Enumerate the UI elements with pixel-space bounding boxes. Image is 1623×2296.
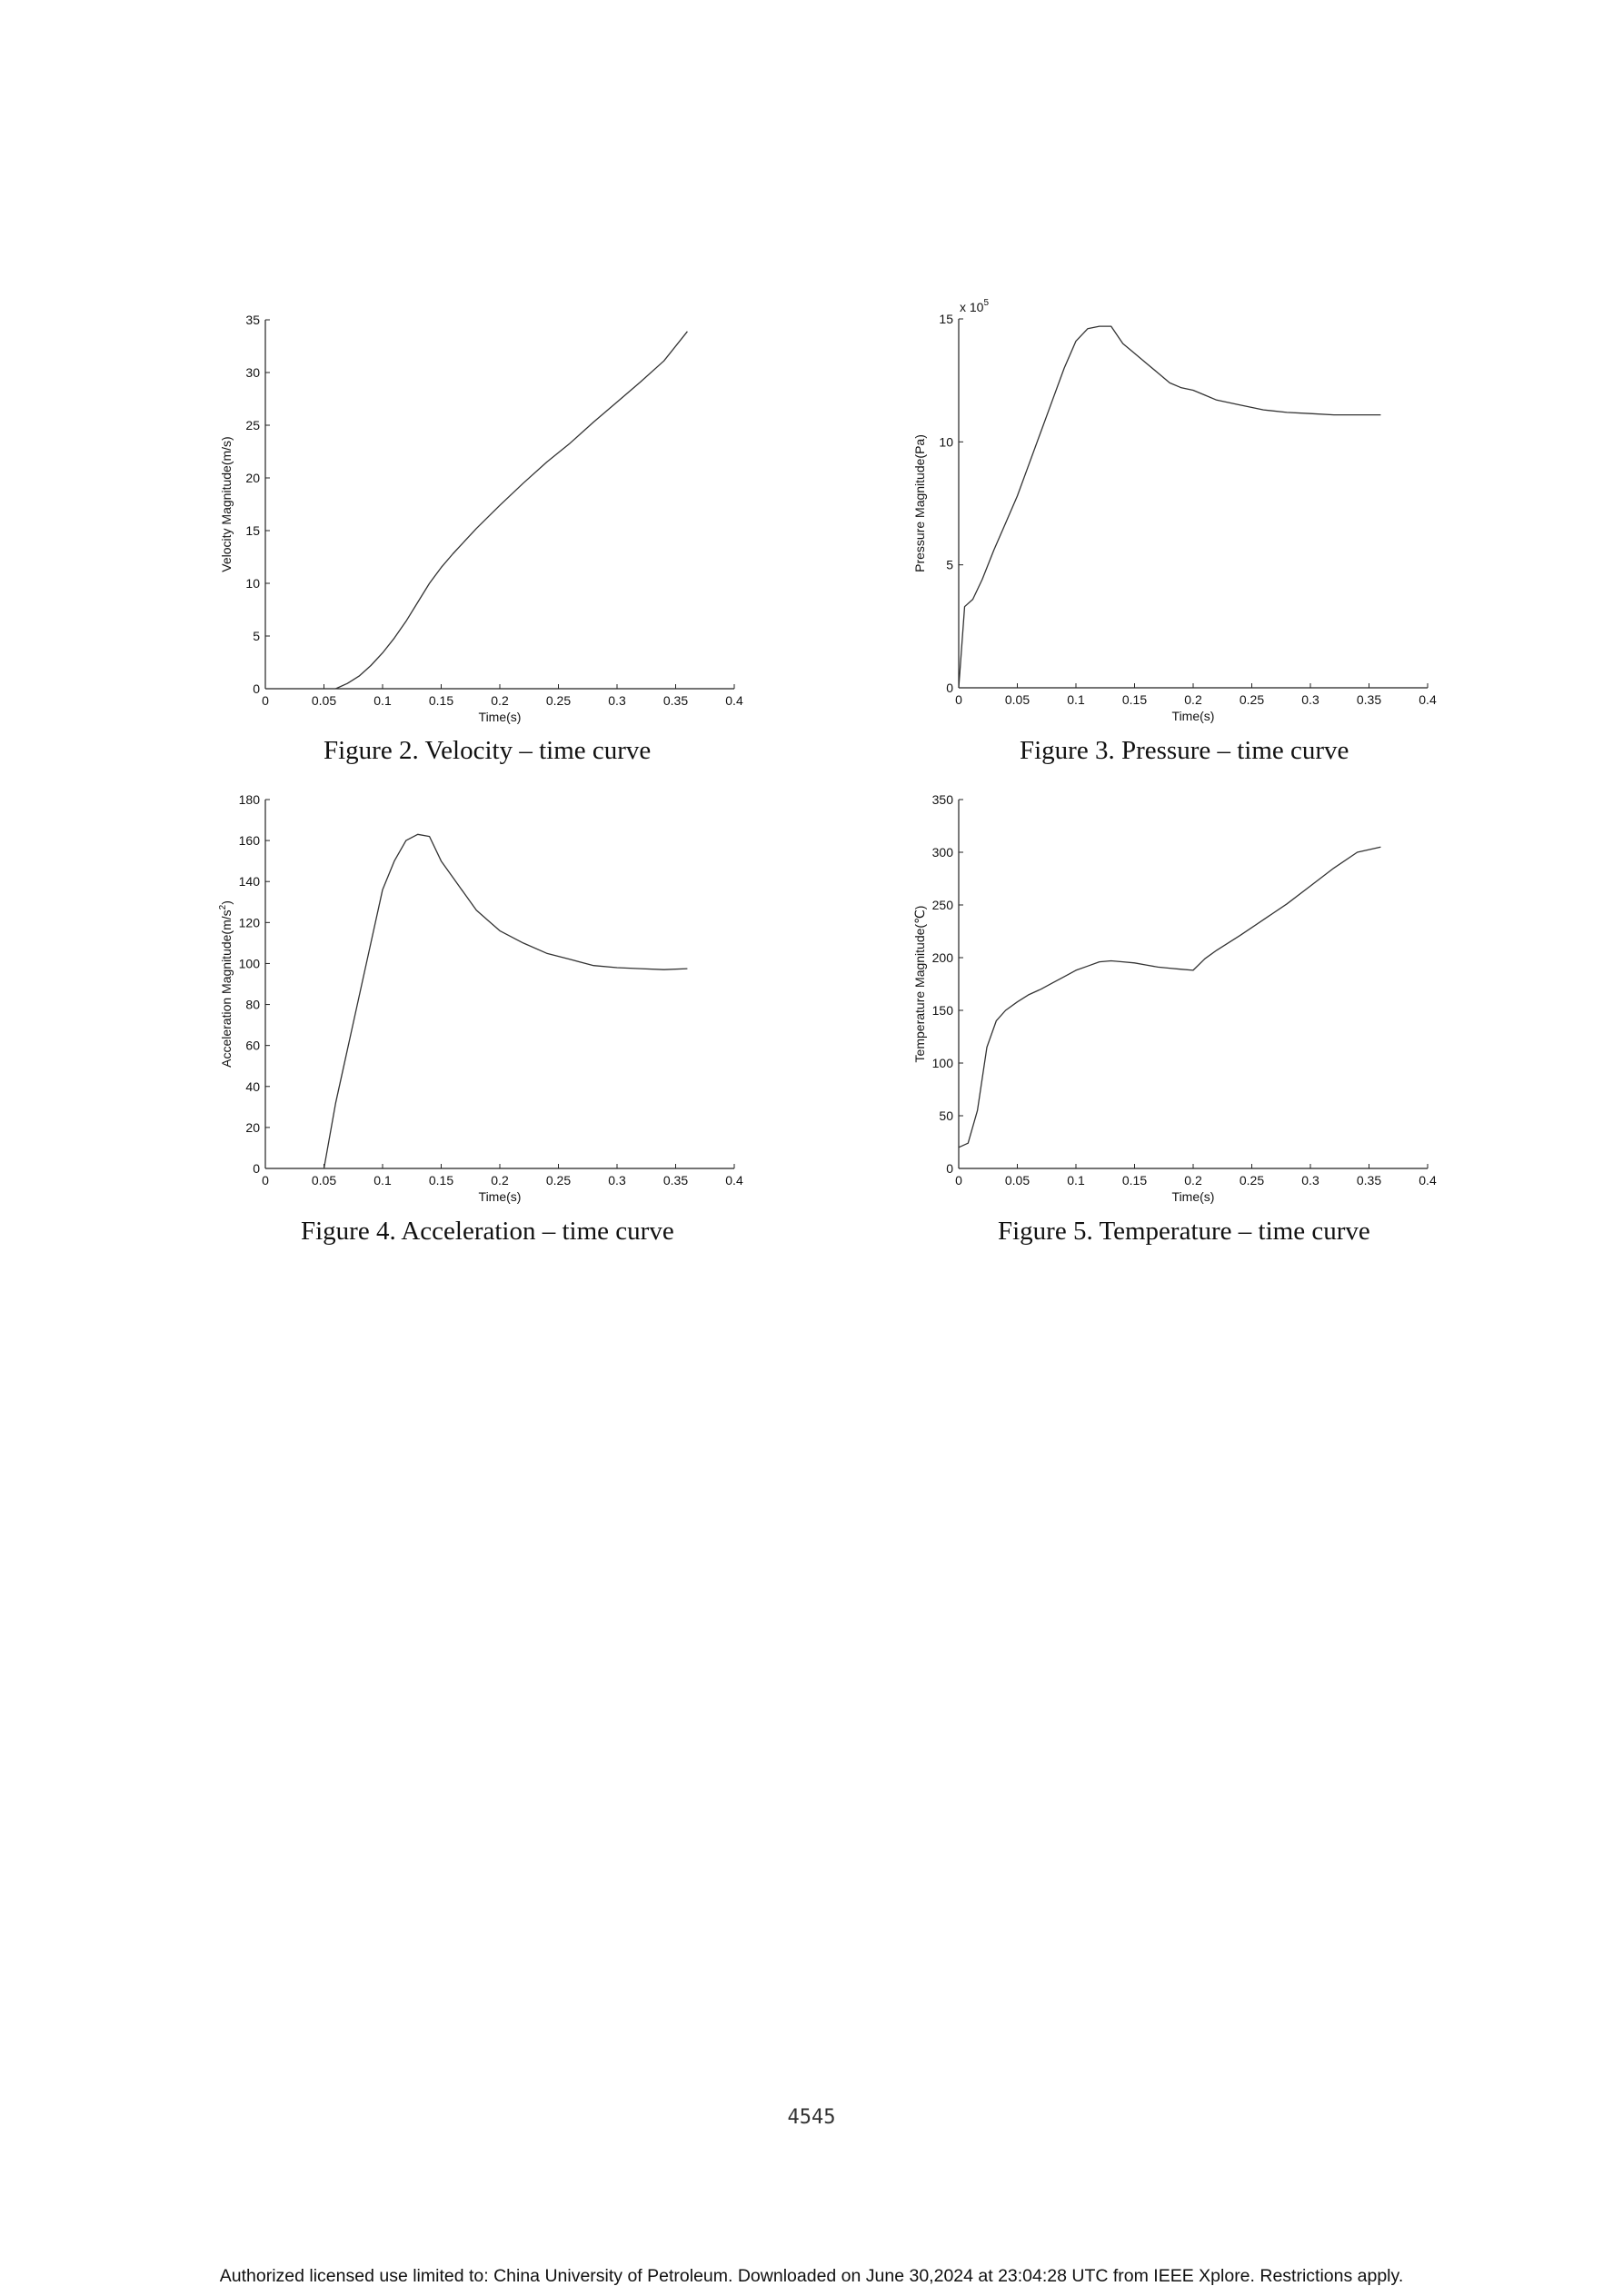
chart-velocity-series-line bbox=[335, 331, 688, 690]
chart-velocity-x-tick-label: 0.05 bbox=[312, 693, 336, 708]
chart-pressure-y-axis-label: Pressure Magnitude(Pa) bbox=[912, 434, 927, 572]
chart-velocity-x-tick-label: 0.4 bbox=[725, 693, 743, 708]
chart-temperature-x-tick-label: 0.15 bbox=[1122, 1173, 1147, 1188]
chart-acceleration-y-tick-label: 60 bbox=[245, 1039, 260, 1053]
chart-temperature-x-tick-label: 0.3 bbox=[1301, 1173, 1319, 1188]
chart-acceleration-x-tick-label: 0.2 bbox=[491, 1173, 509, 1188]
chart-pressure-x-tick-label: 0.35 bbox=[1357, 692, 1381, 707]
figure-3-pressure: 0 0.05 0.1 0.15 0.2 0.25 0.3 0.35 0.4 0 5 10 15 Time(… bbox=[904, 291, 1449, 734]
figure-5-temperature: 0 0.05 0.1 0.15 0.2 0.25 0.3 0.35 0.4 0 50 100 150 20… bbox=[904, 787, 1449, 1214]
chart-pressure-x-tick-label: 0.1 bbox=[1067, 692, 1085, 707]
chart-temperature-y-tick-label: 350 bbox=[932, 792, 954, 807]
figure-5-caption: Figure 5. Temperature – time curve bbox=[998, 1217, 1370, 1246]
chart-pressure-y-tick-label: 0 bbox=[946, 681, 953, 695]
chart-acceleration-y-tick-label: 40 bbox=[245, 1079, 260, 1094]
chart-acceleration-y-tick-label: 160 bbox=[239, 833, 261, 848]
chart-temperature-y-tick-label: 100 bbox=[932, 1056, 954, 1070]
chart-pressure-y-tick-label: 5 bbox=[946, 558, 953, 572]
chart-pressure-x-tick-label: 0.25 bbox=[1240, 692, 1264, 707]
chart-temperature-y-tick-label: 50 bbox=[939, 1108, 953, 1123]
chart-velocity-x-tick-label: 0.2 bbox=[491, 693, 509, 708]
chart-acceleration-x-tick-label: 0.35 bbox=[663, 1173, 688, 1188]
acceleration-chart: 0 0.05 0.1 0.15 0.2 0.25 0.3 0.35 0.4 0 20 40 60 80 10… bbox=[218, 792, 743, 1204]
chart-temperature-x-tick-label: 0.25 bbox=[1240, 1173, 1264, 1188]
chart-temperature-y-axis-label: Temperature Magnitude(℃) bbox=[912, 906, 927, 1063]
chart-temperature-series-line bbox=[958, 846, 1381, 1148]
chart-temperature-x-axis-label: Time(s) bbox=[1172, 1189, 1215, 1204]
chart-temperature-x-tick-label: 0 bbox=[955, 1173, 962, 1188]
chart-pressure-y-tick-label: 15 bbox=[939, 312, 953, 326]
chart-velocity-y-tick-label: 5 bbox=[253, 629, 260, 643]
chart-velocity-x-axis-label: Time(s) bbox=[479, 710, 522, 724]
chart-pressure-x-tick-label: 0.3 bbox=[1301, 692, 1319, 707]
chart-pressure-x-tick-label: 0 bbox=[955, 692, 962, 707]
chart-pressure-x-tick-label: 0.05 bbox=[1005, 692, 1030, 707]
chart-temperature-x-tick-label: 0.1 bbox=[1067, 1173, 1085, 1188]
chart-velocity-y-tick-label: 30 bbox=[245, 365, 260, 380]
chart-velocity-x-tick-label: 0.35 bbox=[663, 693, 688, 708]
chart-velocity-x-tick-label: 0.15 bbox=[429, 693, 453, 708]
chart-temperature-y-tick-label: 0 bbox=[946, 1161, 953, 1176]
chart-temperature-x-tick-label: 0.05 bbox=[1005, 1173, 1030, 1188]
page-number: 4545 bbox=[787, 2106, 836, 2129]
chart-acceleration-x-tick-label: 0.3 bbox=[608, 1173, 626, 1188]
chart-velocity-y-tick-label: 10 bbox=[245, 576, 260, 591]
chart-acceleration-y-tick-label: 100 bbox=[239, 956, 261, 970]
figure-2-velocity: 0 0.05 0.1 0.15 0.2 0.25 0.3 0.35 0.4 0 5 10 15 20 25 3… bbox=[209, 307, 754, 734]
chart-temperature-y-tick-label: 300 bbox=[932, 845, 954, 860]
chart-velocity-y-tick-label: 25 bbox=[245, 418, 260, 432]
chart-pressure-series-line bbox=[958, 325, 1381, 689]
chart-pressure-x-axis-label: Time(s) bbox=[1172, 709, 1215, 723]
download-notice: Authorized licensed use limited to: Chin… bbox=[219, 2266, 1404, 2286]
chart-velocity-y-axis-label: Velocity Magnitude(m/s) bbox=[219, 436, 234, 572]
chart-pressure-x-tick-label: 0.15 bbox=[1122, 692, 1147, 707]
temperature-chart: 0 0.05 0.1 0.15 0.2 0.25 0.3 0.35 0.4 0 50 100 150 20… bbox=[912, 792, 1437, 1204]
chart-acceleration-y-tick-label: 0 bbox=[253, 1161, 260, 1176]
chart-temperature-y-tick-label: 250 bbox=[932, 898, 954, 912]
chart-velocity-x-tick-label: 0.3 bbox=[608, 693, 626, 708]
velocity-chart: 0 0.05 0.1 0.15 0.2 0.25 0.3 0.35 0.4 0 5 10 15 20 25 3… bbox=[219, 313, 743, 724]
chart-acceleration-y-tick-label: 20 bbox=[245, 1120, 260, 1135]
chart-acceleration-y-tick-label: 180 bbox=[239, 792, 261, 807]
chart-temperature-x-tick-label: 0.2 bbox=[1184, 1173, 1202, 1188]
chart-acceleration-y-tick-label: 120 bbox=[239, 915, 261, 929]
chart-acceleration-x-tick-label: 0.1 bbox=[373, 1173, 392, 1188]
chart-pressure-x-tick-label: 0.2 bbox=[1184, 692, 1202, 707]
chart-acceleration-x-tick-label: 0.15 bbox=[429, 1173, 453, 1188]
chart-acceleration-y-tick-label: 140 bbox=[239, 874, 261, 889]
chart-acceleration-x-tick-label: 0.05 bbox=[312, 1173, 336, 1188]
chart-acceleration-x-axis-label: Time(s) bbox=[479, 1189, 522, 1204]
chart-pressure-x-tick-label: 0.4 bbox=[1419, 692, 1437, 707]
chart-acceleration-series-line bbox=[323, 833, 688, 1169]
figure-3-caption: Figure 3. Pressure – time curve bbox=[1020, 736, 1349, 765]
chart-temperature-x-tick-label: 0.35 bbox=[1357, 1173, 1381, 1188]
chart-acceleration-x-tick-label: 0.25 bbox=[546, 1173, 571, 1188]
chart-pressure-y-tick-label: 10 bbox=[939, 434, 953, 449]
chart-acceleration-x-tick-label: 0.4 bbox=[725, 1173, 743, 1188]
chart-acceleration-x-tick-label: 0 bbox=[262, 1173, 269, 1188]
chart-acceleration-y-tick-label: 80 bbox=[245, 998, 260, 1012]
chart-velocity-y-tick-label: 20 bbox=[245, 471, 260, 485]
chart-velocity-y-tick-label: 35 bbox=[245, 313, 260, 327]
chart-temperature-y-tick-label: 150 bbox=[932, 1003, 954, 1018]
figure-4-acceleration: 0 0.05 0.1 0.15 0.2 0.25 0.3 0.35 0.4 0 20 40 60 80 10… bbox=[209, 787, 754, 1214]
chart-temperature-x-tick-label: 0.4 bbox=[1419, 1173, 1437, 1188]
chart-temperature-y-tick-label: 200 bbox=[932, 950, 954, 965]
figure-2-caption: Figure 2. Velocity – time curve bbox=[324, 736, 652, 765]
pressure-chart: 0 0.05 0.1 0.15 0.2 0.25 0.3 0.35 0.4 0 5 10 15 Time(… bbox=[912, 298, 1437, 723]
chart-acceleration-y-axis-label: Acceleration Magnitude(m/s2) bbox=[218, 900, 234, 1068]
chart-pressure-scale-multiplier: x 105 bbox=[960, 298, 989, 314]
chart-velocity-x-tick-label: 0.1 bbox=[373, 693, 392, 708]
chart-velocity-y-tick-label: 15 bbox=[245, 523, 260, 538]
chart-velocity-y-tick-label: 0 bbox=[253, 681, 260, 696]
chart-velocity-x-tick-label: 0.25 bbox=[546, 693, 571, 708]
figure-4-caption: Figure 4. Acceleration – time curve bbox=[301, 1217, 674, 1246]
chart-velocity-x-tick-label: 0 bbox=[262, 693, 269, 708]
